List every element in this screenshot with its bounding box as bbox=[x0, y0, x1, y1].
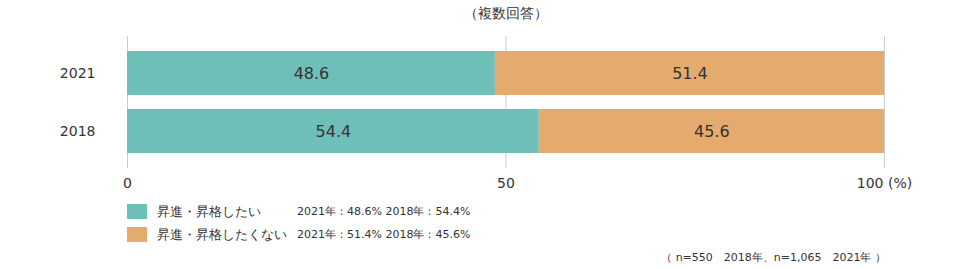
html-text:（ n=550 2018年、n=1,065 2021年 ）: （ n=550 2018年、n=1,065 2021年 ） bbox=[661, 251, 886, 264]
svg-text:2021: 2021 bbox=[60, 65, 96, 81]
svg-text:0: 0 bbox=[123, 175, 132, 191]
svg-text:51.4: 51.4 bbox=[672, 64, 708, 83]
svg-text:45.6: 45.6 bbox=[694, 122, 730, 141]
html-text:2021年：48.6% 2018年：54.4%: 2021年：48.6% 2018年：54.4% bbox=[297, 205, 471, 218]
svg-text:2018: 2018 bbox=[60, 123, 96, 139]
html-text:2021年：51.4% 2018年：45.6%: 2021年：51.4% 2018年：45.6% bbox=[297, 228, 471, 241]
html-text:（複数回答）: （複数回答） bbox=[464, 5, 548, 21]
svg-text:100 (%): 100 (%) bbox=[857, 175, 912, 191]
svg-text:54.4: 54.4 bbox=[316, 122, 352, 141]
svg-text:48.6: 48.6 bbox=[294, 64, 330, 83]
html-text:昇進・昇格したい: 昇進・昇格したい bbox=[157, 203, 261, 219]
html-text:昇進・昇格したくない: 昇進・昇格したくない bbox=[157, 226, 287, 242]
svg-text:50: 50 bbox=[497, 175, 515, 191]
